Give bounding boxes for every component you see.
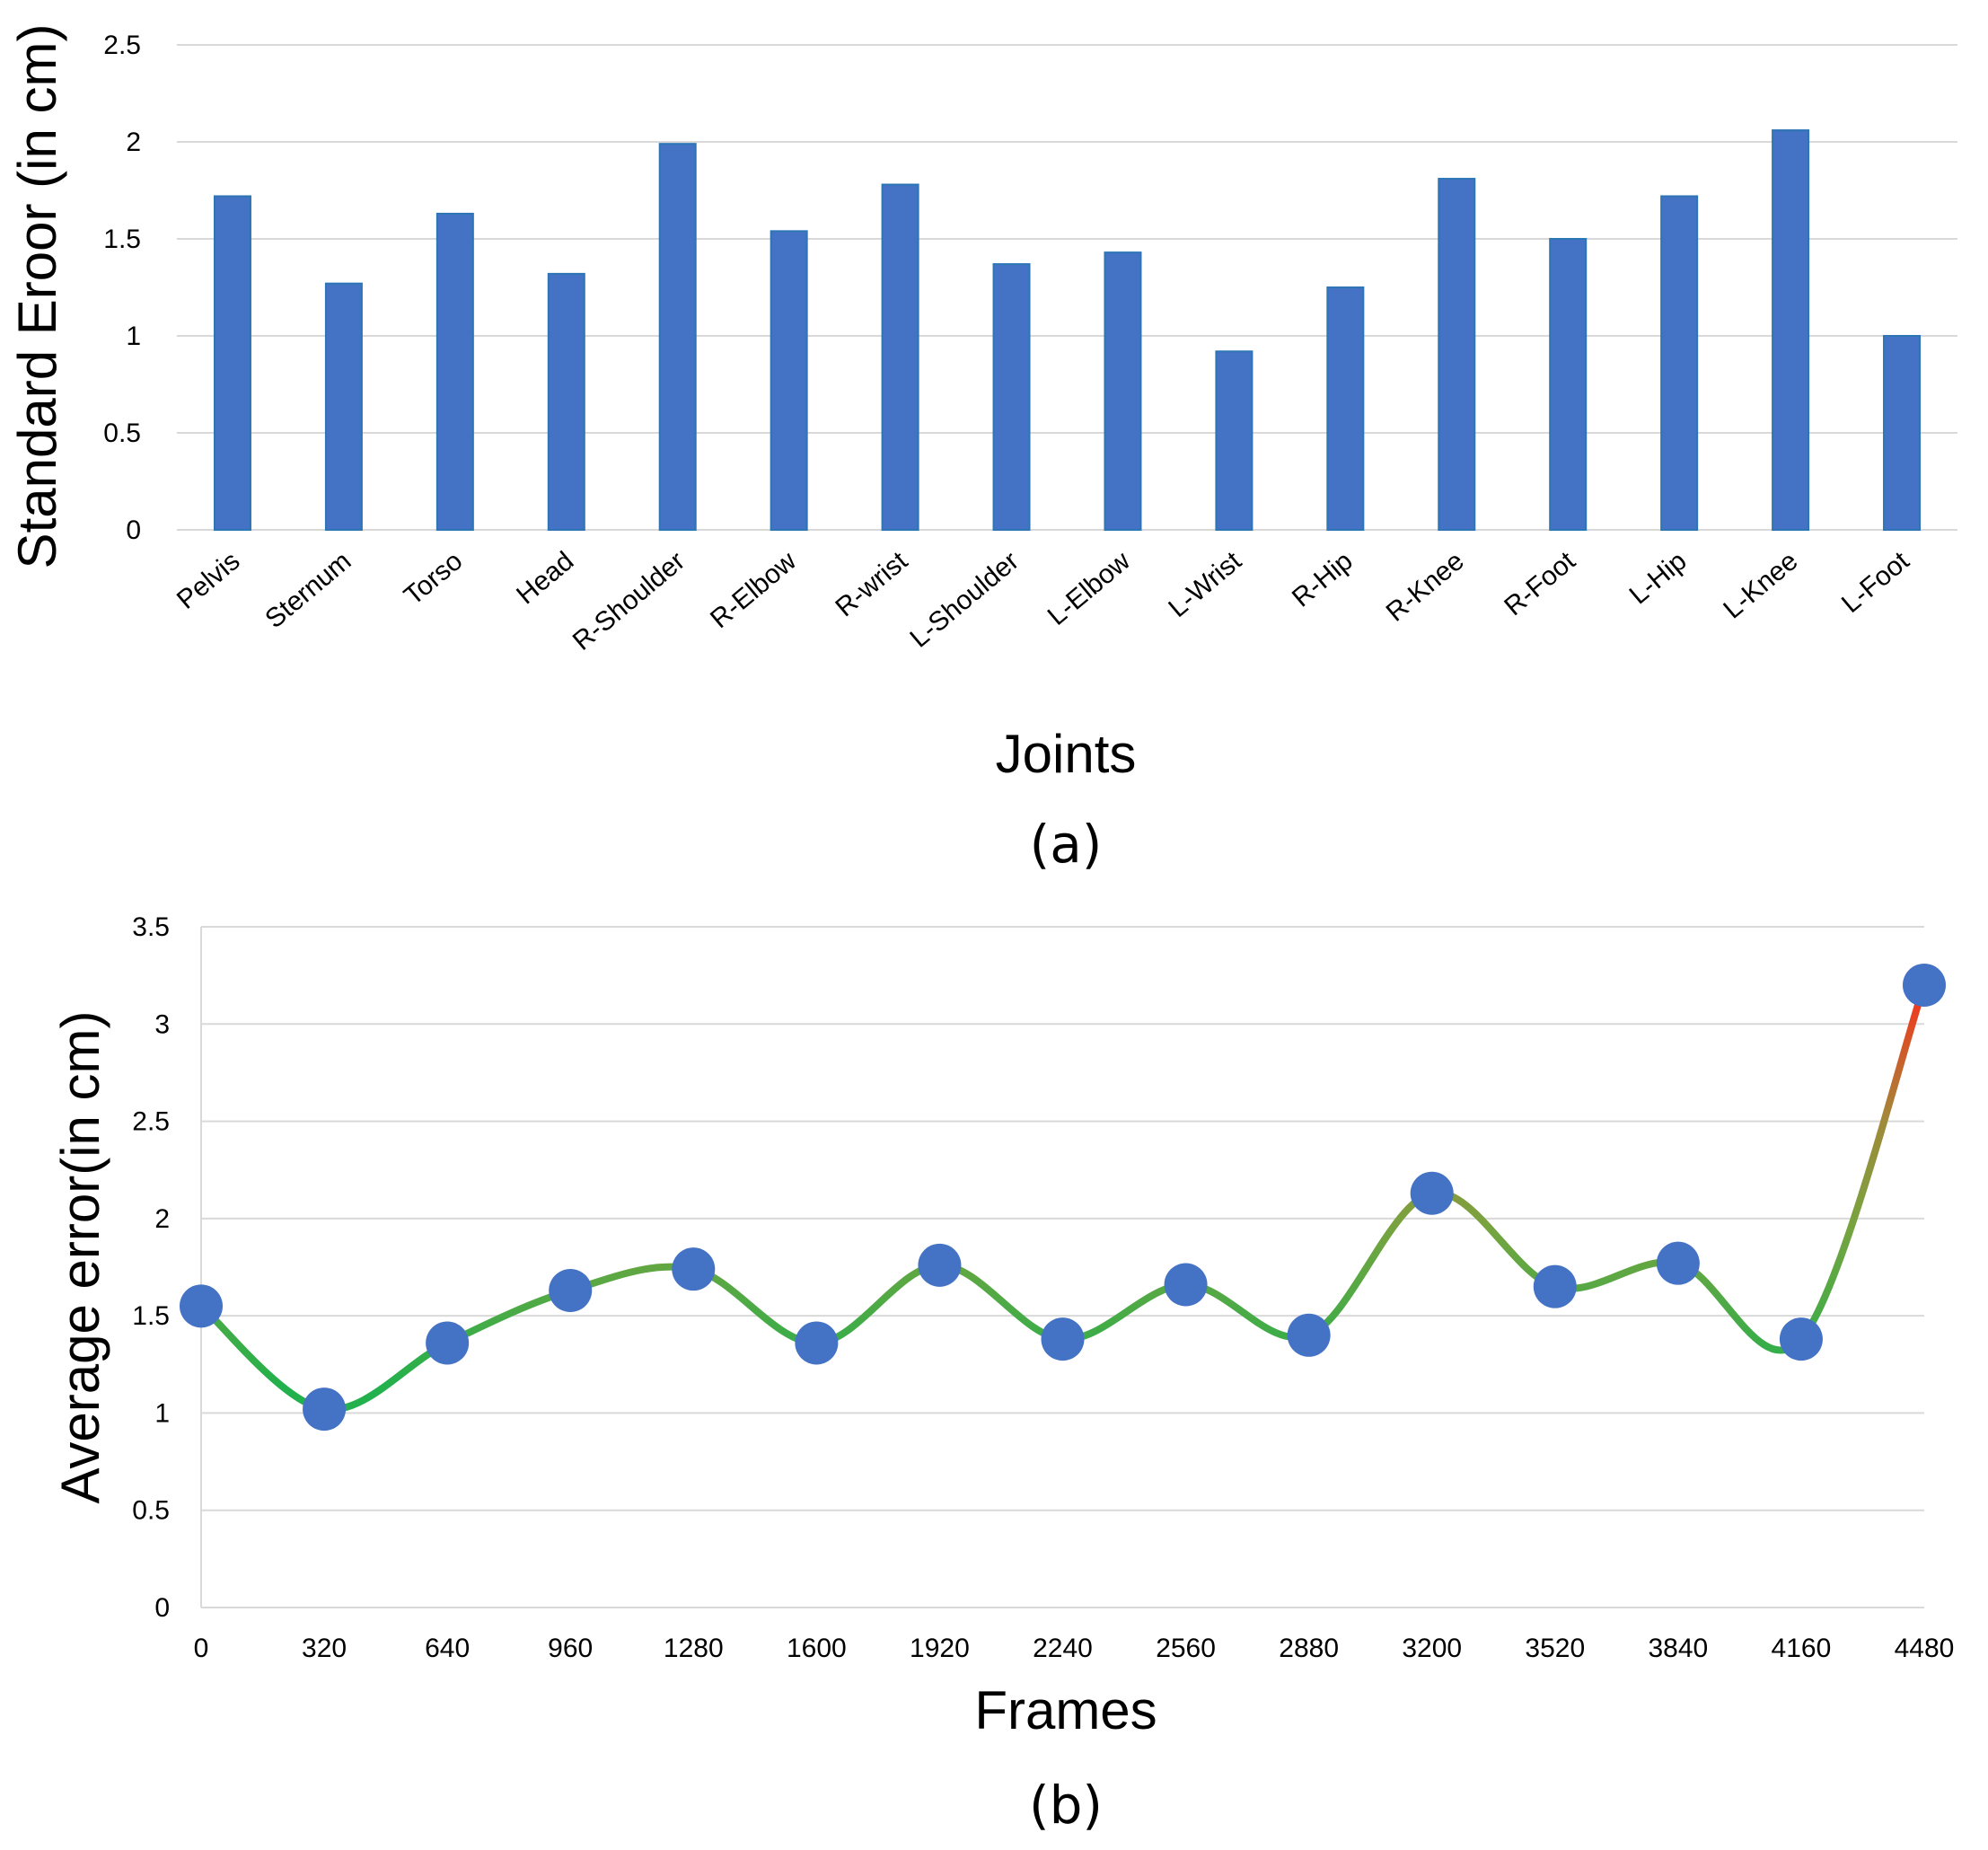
b-marker (1041, 1317, 1085, 1361)
b-marker (1903, 963, 1946, 1007)
b-marker (1410, 1171, 1454, 1215)
b-x-tick: 0 (194, 1634, 209, 1663)
b-caption: (b) (1029, 1775, 1103, 1836)
a-bar (1104, 251, 1142, 531)
a-bars (213, 129, 1922, 532)
a-bar (435, 212, 474, 531)
a-caption: (a) (1030, 814, 1103, 875)
b-marker (918, 1243, 962, 1287)
a-x-tick: Sternum (259, 546, 356, 634)
b-x-tick: 3840 (1648, 1634, 1708, 1663)
b-x-tick-labels: 0 320 640 960 1280 1600 1920 2240 2560 2880 3200 35… (194, 1634, 1955, 1663)
a-x-tick: R-Knee (1381, 546, 1470, 628)
b-x-tick: 320 (302, 1634, 347, 1663)
a-bar (1549, 238, 1588, 531)
a-bar (881, 183, 919, 532)
b-x-tick: 960 (548, 1634, 593, 1663)
b-y-tick: 2 (154, 1204, 170, 1234)
b-marker (1533, 1264, 1577, 1308)
b-x-tick: 1280 (664, 1634, 724, 1663)
b-marker (1287, 1313, 1331, 1357)
b-marker (303, 1388, 347, 1432)
a-bar (658, 143, 697, 531)
b-marker (795, 1321, 839, 1365)
b-marker (672, 1247, 716, 1291)
b-x-tick: 4160 (1772, 1634, 1832, 1663)
a-x-tick: L-Knee (1718, 546, 1803, 624)
a-y-tick: 1 (126, 322, 141, 351)
b-x-tick: 640 (425, 1634, 470, 1663)
a-bar (324, 282, 363, 531)
b-x-tick: 3200 (1402, 1634, 1462, 1663)
a-x-tick: Torso (399, 546, 468, 611)
a-bar (1326, 286, 1365, 531)
b-marker (1779, 1317, 1823, 1361)
a-x-tick: Pelvis (172, 546, 246, 615)
b-marker (426, 1321, 470, 1365)
a-bar (213, 195, 251, 531)
b-y-tick: 3.5 (132, 912, 170, 942)
a-y-axis-title: Standard Eroor (in cm) (7, 24, 67, 569)
b-y-tick: 1.5 (132, 1301, 170, 1331)
a-bar (770, 230, 808, 531)
a-y-tick: 0.5 (103, 418, 141, 448)
a-bar (1772, 129, 1810, 531)
a-bar (992, 263, 1031, 531)
a-bar (547, 272, 585, 531)
a-y-tick: 2.5 (103, 31, 141, 60)
a-x-tick: L-Foot (1836, 546, 1915, 619)
a-x-tick: L-Shoulder (904, 546, 1025, 654)
a-y-tick: 2 (126, 128, 141, 157)
a-x-axis-title: Joints (996, 724, 1137, 784)
a-x-tick: Head (511, 546, 579, 610)
b-markers (180, 963, 1946, 1432)
a-y-tick: 0 (126, 515, 141, 545)
a-x-tick: R-wrist (830, 546, 913, 623)
line-chart-average-error: 0 0.5 1 1.5 2 2.5 3 3.5 0 320 640 960 1280 1600 1920 2… (50, 912, 1954, 1836)
b-marker (549, 1268, 593, 1312)
a-y-tick: 1.5 (103, 225, 141, 254)
a-x-tick: R-Elbow (705, 546, 802, 634)
b-x-tick: 1600 (787, 1634, 847, 1663)
a-x-tick: R-Shoulder (567, 546, 691, 656)
a-y-tick-labels: 0 0.5 1 1.5 2 2.5 (103, 31, 141, 545)
b-y-tick: 0 (154, 1593, 170, 1623)
a-x-tick: L-Hip (1624, 546, 1693, 610)
b-x-axis-title: Frames (974, 1680, 1157, 1740)
b-x-tick: 1920 (910, 1634, 970, 1663)
bar-chart-standard-error: 0 0.5 1 1.5 2 2.5 Pelvis Sternum Torso HeadR-Sho… (7, 24, 1957, 875)
a-bar (1883, 335, 1922, 531)
a-bar (1660, 195, 1699, 531)
b-x-tick: 4480 (1895, 1634, 1955, 1663)
b-y-tick: 3 (154, 1009, 170, 1039)
a-x-tick: L-Elbow (1042, 546, 1136, 631)
a-x-tick: R-Foot (1499, 546, 1581, 622)
b-y-tick: 0.5 (132, 1496, 170, 1526)
b-y-axis-title: Average error(in cm) (50, 1010, 110, 1503)
a-bar (1215, 350, 1253, 531)
a-bar (1438, 178, 1476, 531)
a-x-tick: R-Hip (1287, 546, 1359, 613)
a-x-tick: L-Wrist (1163, 546, 1247, 623)
b-x-tick: 2240 (1033, 1634, 1093, 1663)
b-marker (180, 1284, 223, 1328)
b-gridlines (200, 926, 1924, 1608)
b-y-tick-labels: 0 0.5 1 1.5 2 2.5 3 3.5 (132, 912, 170, 1623)
b-y-tick: 1 (154, 1398, 170, 1428)
b-x-tick: 3520 (1525, 1634, 1585, 1663)
b-marker (1656, 1241, 1700, 1285)
b-y-tick: 2.5 (132, 1107, 170, 1137)
b-x-tick: 2880 (1279, 1634, 1339, 1663)
b-marker (1164, 1263, 1208, 1307)
b-x-tick: 2560 (1156, 1634, 1216, 1663)
